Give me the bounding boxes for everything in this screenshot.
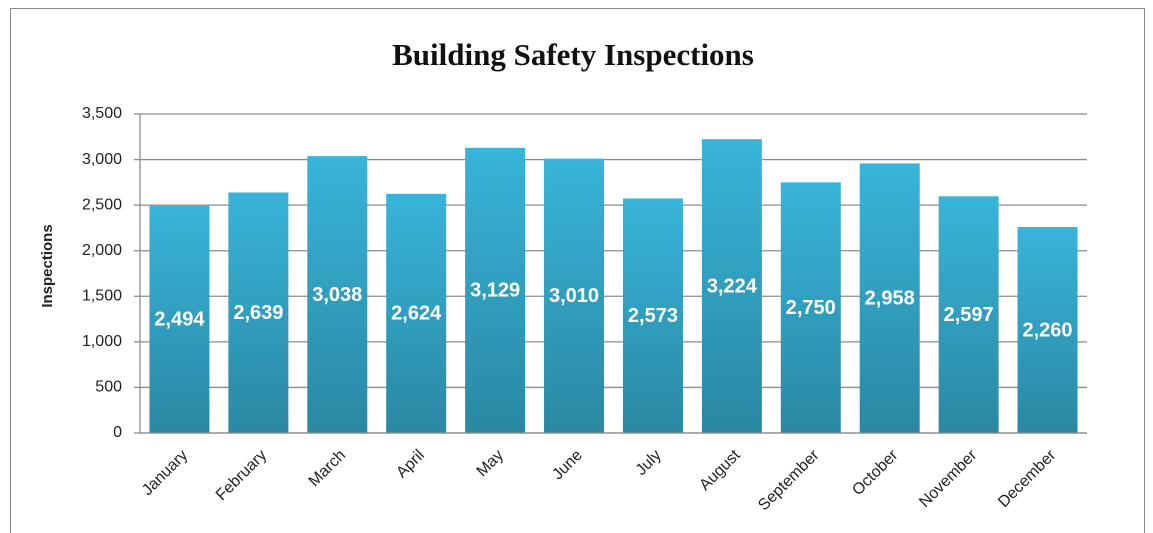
data-label: 2,597	[944, 304, 994, 326]
y-tick-label: 500	[95, 379, 122, 396]
x-tick-label: May	[474, 447, 507, 480]
chart-title: Building Safety Inspections	[392, 37, 754, 72]
y-tick-label: 2,500	[82, 196, 122, 213]
x-tick-label: December	[995, 446, 1060, 511]
bar	[938, 196, 999, 433]
data-label: 3,038	[312, 284, 362, 306]
bar	[149, 205, 210, 433]
x-tick-label: October	[849, 446, 902, 499]
x-tick-label: June	[549, 447, 586, 484]
bar	[228, 192, 289, 433]
bar	[465, 147, 526, 433]
bar	[386, 193, 447, 433]
bar	[780, 182, 841, 433]
bar	[1017, 227, 1078, 433]
bar	[701, 139, 762, 433]
x-tick-label: September	[755, 446, 823, 514]
data-label: 2,624	[391, 303, 442, 325]
data-label: 2,573	[628, 305, 678, 327]
bar	[544, 158, 605, 433]
y-tick-label: 2,000	[82, 242, 122, 259]
x-tick-label: February	[213, 447, 270, 504]
x-tick-label: January	[139, 447, 191, 499]
y-tick-label: 1,500	[82, 288, 122, 305]
bar	[622, 198, 683, 433]
y-tick-label: 0	[113, 424, 122, 441]
x-tick-label: November	[916, 446, 981, 511]
data-label: 2,958	[865, 287, 915, 309]
bar	[859, 163, 920, 434]
x-tick-label: July	[633, 447, 665, 479]
y-tick-label: 3,000	[82, 151, 122, 168]
data-label: 2,750	[786, 297, 836, 319]
data-label: 3,224	[707, 275, 758, 297]
bar	[307, 156, 368, 433]
data-label: 2,494	[154, 309, 205, 331]
y-tick-label: 1,000	[82, 333, 122, 350]
x-tick-label: March	[306, 447, 349, 490]
y-axis-label: Inspections	[39, 224, 56, 307]
data-label: 3,129	[470, 280, 520, 302]
x-tick-label: August	[696, 446, 744, 494]
data-label: 3,010	[549, 285, 599, 307]
data-label: 2,639	[233, 302, 283, 324]
frame	[10, 8, 1145, 533]
data-label: 2,260	[1023, 319, 1073, 341]
y-tick-label: 3,500	[82, 105, 122, 122]
x-tick-label: April	[393, 447, 428, 482]
